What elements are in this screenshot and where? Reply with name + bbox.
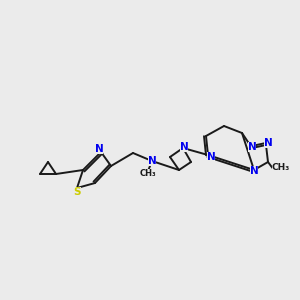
Text: CH₃: CH₃	[272, 164, 290, 172]
Text: N: N	[148, 156, 156, 166]
Text: N: N	[207, 152, 215, 162]
Text: N: N	[180, 142, 188, 152]
Text: N: N	[264, 138, 272, 148]
Text: S: S	[73, 187, 81, 197]
Text: N: N	[250, 166, 258, 176]
Text: N: N	[94, 144, 103, 154]
Text: N: N	[248, 142, 256, 152]
Text: CH₃: CH₃	[140, 169, 156, 178]
